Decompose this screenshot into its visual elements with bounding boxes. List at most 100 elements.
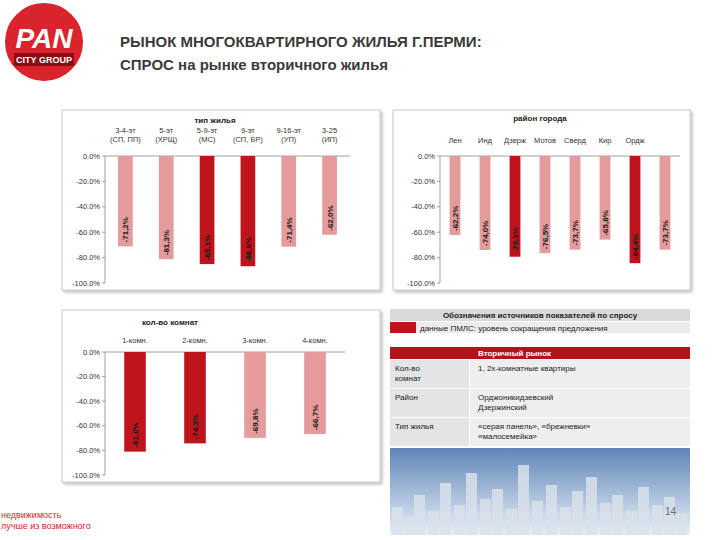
building — [414, 495, 425, 535]
tick-label: -60.0% — [76, 228, 100, 237]
category-line: 4-комн. — [302, 336, 328, 345]
data-label: -74,0% — [481, 221, 490, 246]
category-line: 3-4-эт — [115, 126, 136, 135]
building — [480, 499, 491, 535]
bar — [600, 156, 611, 240]
tick-label: 0.0% — [83, 348, 100, 357]
table-line: Район — [395, 393, 418, 402]
tick-label: -100.0% — [72, 471, 100, 480]
chart-frame — [62, 310, 380, 482]
tick-label: 0.0% — [418, 152, 435, 161]
tick-label: -20.0% — [411, 177, 435, 186]
page-number: 14 — [665, 506, 677, 517]
data-label: -73,7% — [571, 220, 580, 245]
category-label: Дзерж — [504, 136, 526, 145]
category-line: Сверд — [564, 136, 586, 145]
y-axis — [440, 156, 441, 283]
sky — [390, 448, 690, 535]
table-cell-bg — [390, 418, 469, 446]
bar — [570, 156, 581, 250]
data-label: -81,3% — [162, 230, 171, 255]
y-axis — [105, 156, 106, 283]
tick-mark — [437, 181, 440, 182]
slogan: лучше из возможного — [1, 521, 91, 531]
bars — [124, 352, 326, 452]
tick-mark — [437, 283, 440, 284]
bar — [159, 156, 174, 259]
building — [392, 507, 403, 535]
building — [626, 511, 637, 535]
bar — [660, 156, 671, 250]
logo: PANCITY GROUP — [4, 2, 84, 82]
category-label: 4-комн. — [302, 336, 328, 345]
category-label: Лен — [448, 136, 461, 145]
bar — [540, 156, 551, 253]
bars — [118, 156, 337, 266]
bar — [200, 156, 215, 264]
table: Вторичный рынокКол-вокомнат1, 2х-комнатн… — [390, 347, 690, 446]
building — [404, 517, 415, 535]
tick-label: 0.0% — [83, 152, 100, 161]
bar — [118, 156, 133, 246]
building — [560, 507, 571, 535]
category-line: Лен — [448, 136, 461, 145]
tick-mark — [102, 450, 105, 451]
building — [492, 489, 503, 535]
building — [600, 503, 611, 535]
y-axis — [105, 352, 106, 475]
data-label: -74,3% — [191, 414, 200, 439]
legend-row-bg — [390, 322, 690, 333]
category-label: 2-комн. — [182, 336, 208, 345]
category-line: (СП, БР) — [233, 135, 263, 144]
bar — [304, 352, 326, 434]
chart-title: кол-во комнат — [142, 318, 198, 327]
table-line: Тип жилья — [395, 422, 434, 431]
chart-title: район города — [513, 114, 567, 123]
legend-title: Обозначения источников показателей по сп… — [443, 311, 638, 320]
chart-frame — [62, 110, 380, 290]
category-label: Мотов — [534, 136, 556, 145]
tick-mark — [437, 257, 440, 258]
chart: тип жилья0.0%-20.0%-40.0%-60.0%-80.0%-10… — [62, 110, 380, 290]
category-line: Кир — [599, 136, 612, 145]
table-cell: «серая панель», «брежневки» — [478, 422, 591, 431]
bar — [244, 352, 266, 438]
building — [652, 505, 663, 535]
category-line: 3-комн. — [242, 336, 268, 345]
table-line: Кол-во — [395, 364, 420, 373]
x-axis — [440, 156, 680, 157]
chart: кол-во комнат0.0%-20.0%-40.0%-60.0%-80.0… — [62, 310, 380, 482]
tick-label: -80.0% — [76, 253, 100, 262]
chart: район города0.0%-20.0%-40.0%-60.0%-80.0%… — [393, 110, 690, 290]
building — [572, 491, 583, 535]
data-label: -71,4% — [285, 217, 294, 242]
data-label: -73,7% — [661, 220, 670, 245]
building — [586, 477, 597, 535]
category-line: 9-16-эт — [276, 126, 301, 135]
data-label: -86,8% — [244, 237, 253, 262]
bar — [630, 156, 641, 263]
table-header: Вторичный рынок — [478, 349, 552, 358]
bar — [184, 352, 206, 443]
category-line: 3-25 — [322, 126, 337, 135]
skyline — [390, 448, 690, 535]
category-line: Мотов — [534, 136, 556, 145]
data-label: -79,3% — [511, 227, 520, 252]
tick-mark — [102, 257, 105, 258]
category-label: 3-25(ИП) — [322, 126, 338, 144]
data-label: -71,2% — [121, 217, 130, 242]
building — [638, 487, 649, 535]
category-line: (УП) — [281, 135, 297, 144]
x-axis — [105, 156, 350, 157]
building — [518, 465, 529, 535]
data-label: -62,2% — [451, 206, 460, 231]
bar — [124, 352, 146, 452]
building — [428, 511, 439, 535]
data-label: -85,1% — [203, 235, 212, 260]
tick-label: -20.0% — [76, 177, 100, 186]
category-label: 5-эт(ХРЩ) — [155, 126, 178, 144]
category-label: Ордж — [625, 136, 644, 145]
tick-mark — [102, 206, 105, 207]
table-row-label: Район — [395, 393, 418, 402]
tick-mark — [102, 475, 105, 476]
